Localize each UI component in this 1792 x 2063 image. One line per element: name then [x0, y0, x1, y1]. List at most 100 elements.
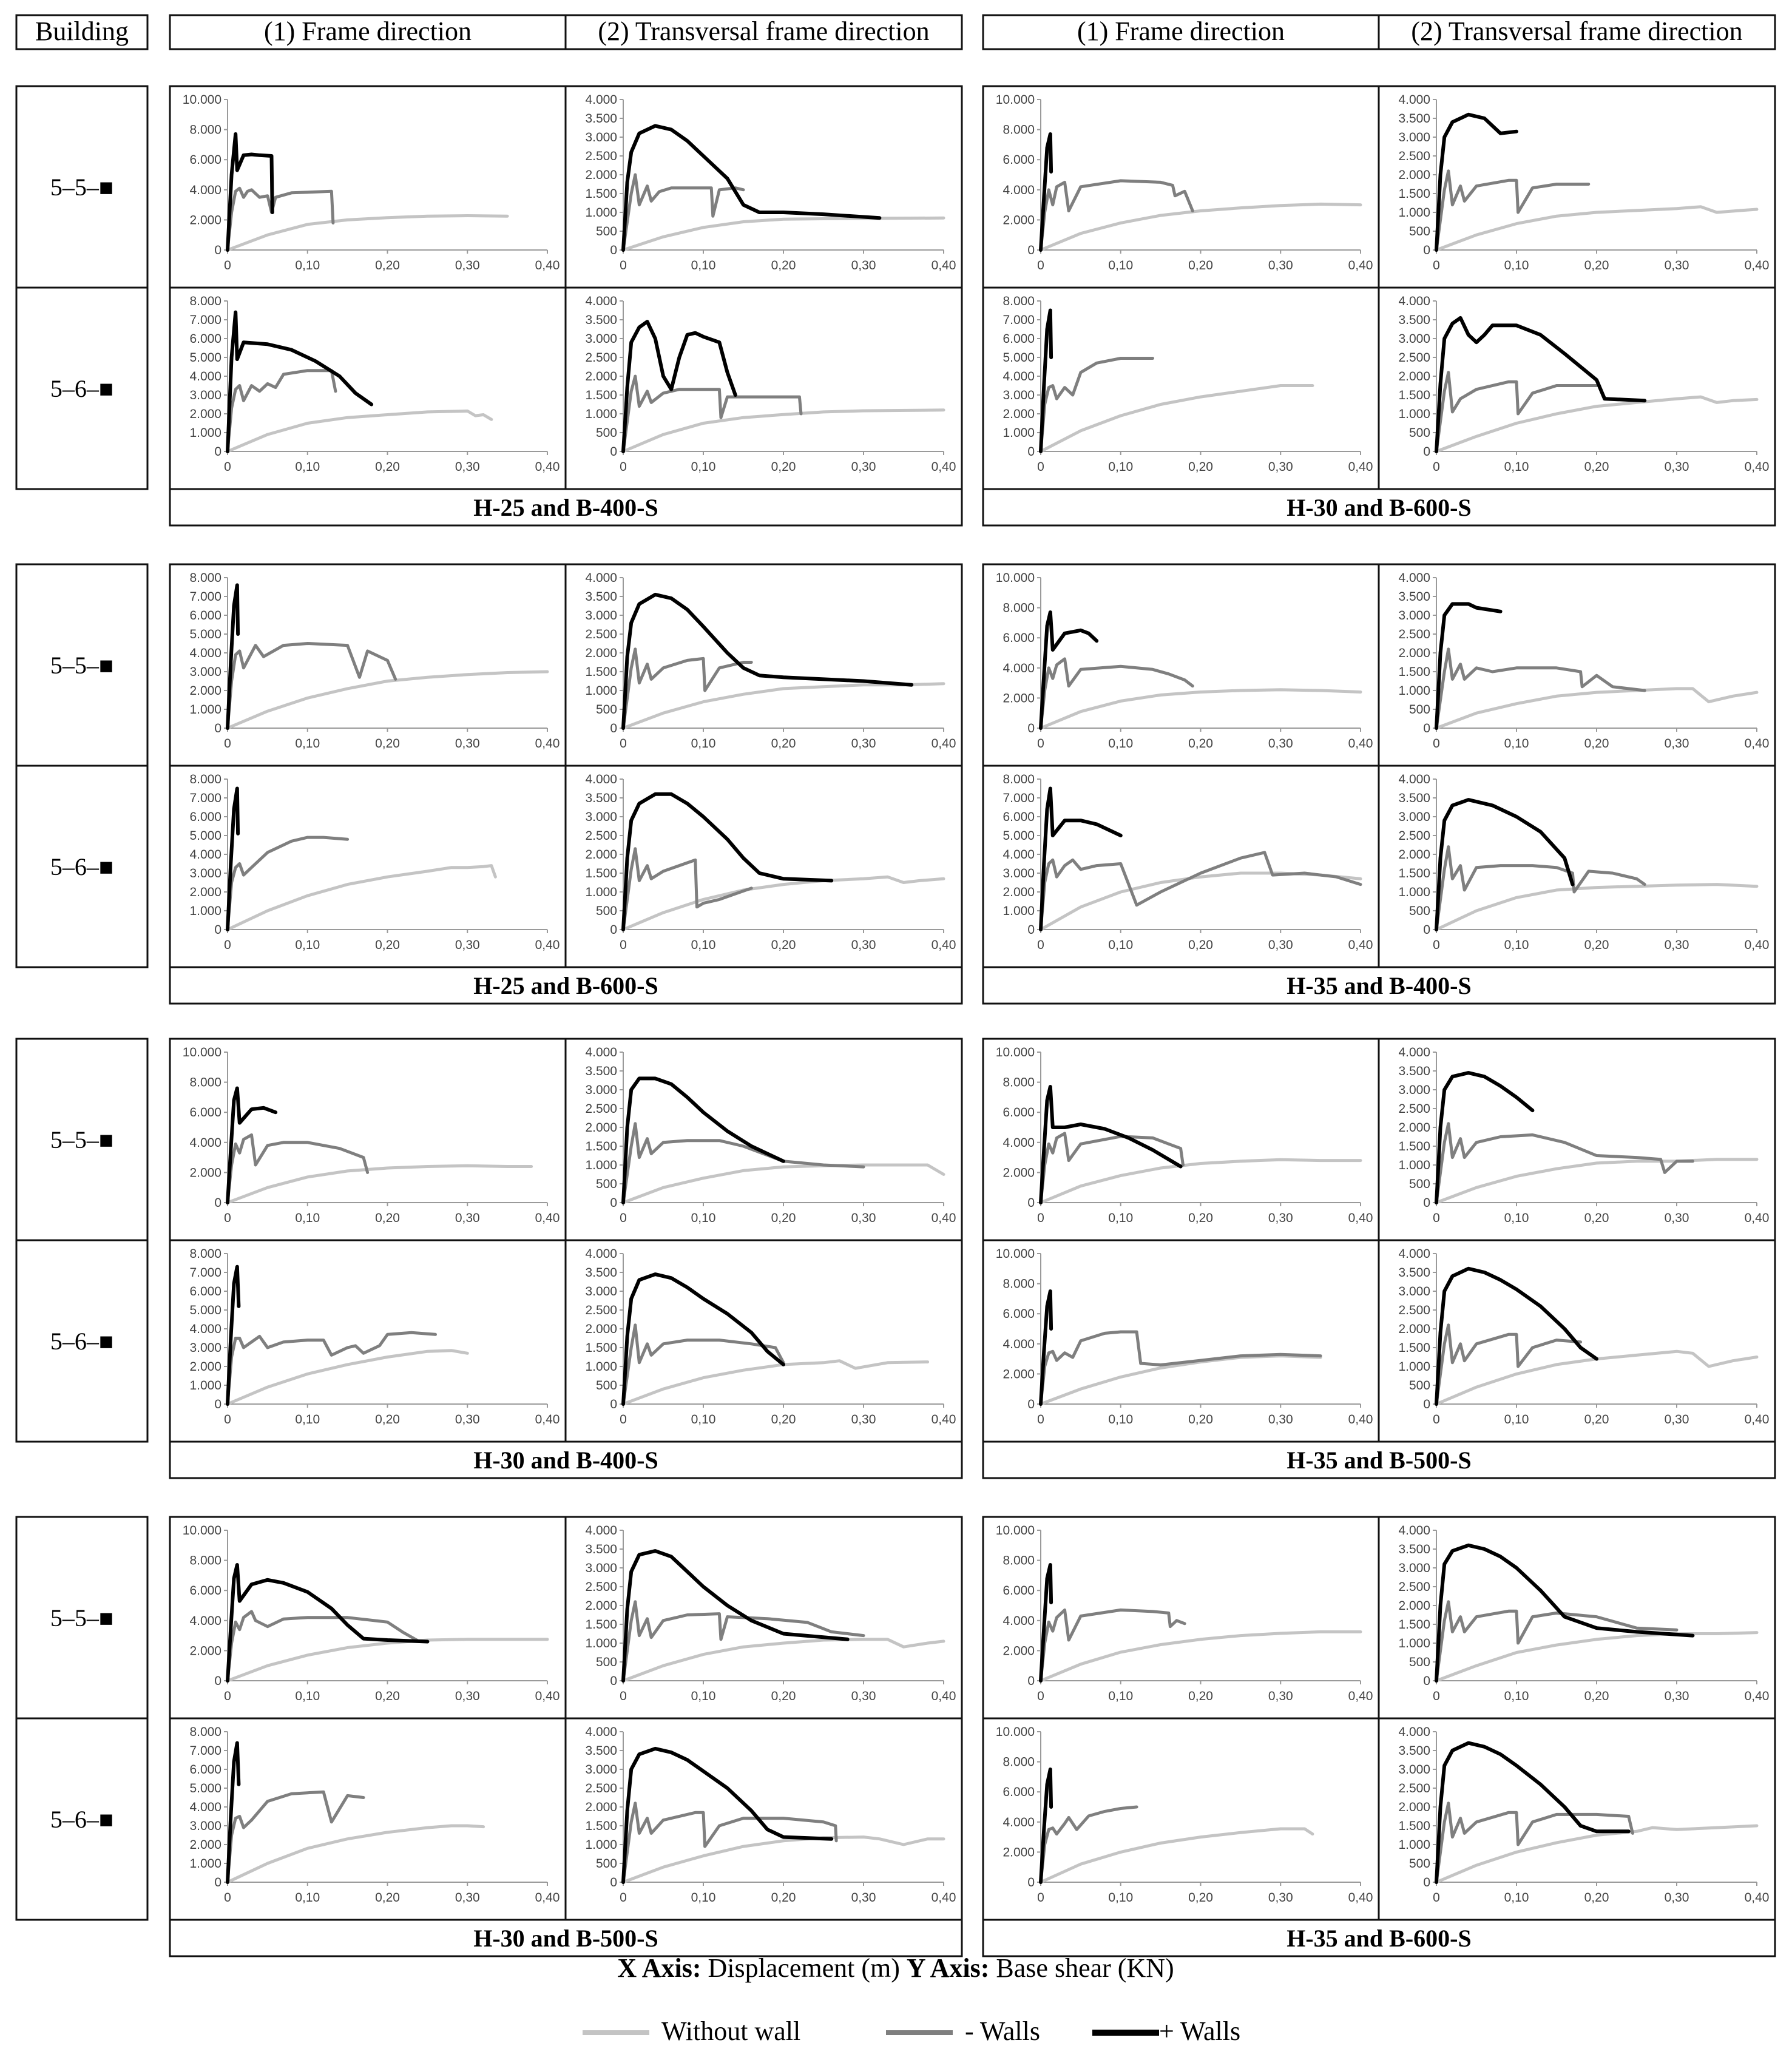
y-tick-label: 0 — [1027, 923, 1035, 937]
series-without-wall — [621, 216, 945, 252]
x-tick-label: 0,20 — [1188, 1689, 1213, 1703]
y-tick-label: 1.000 — [1398, 1838, 1430, 1852]
series-minus-walls — [1435, 169, 1591, 252]
y-tick-label: 8.000 — [1003, 294, 1035, 308]
x-tick-label: 0,30 — [851, 938, 876, 952]
series-plus-walls — [1435, 316, 1647, 453]
series-without-wall — [621, 408, 945, 453]
series-plus-walls — [621, 124, 882, 252]
y-tick-label: 0 — [610, 1674, 617, 1688]
chart-panel: 0 500 1.000 1.500 2.000 2.500 3.000 3.500 4.000 0… — [1398, 571, 1769, 751]
series-without-wall — [1435, 205, 1759, 252]
chart-panel: 0 500 1.000 1.500 2.000 2.500 3.000 3.500 4.000 0… — [1398, 1524, 1769, 1703]
y-tick-label: 4.000 — [1003, 848, 1035, 862]
y-tick-label: 1.500 — [1398, 1618, 1430, 1632]
panel-box — [169, 1516, 567, 1720]
y-tick-label: 1.000 — [1398, 684, 1430, 698]
y-tick-label: 6.000 — [1003, 1785, 1035, 1799]
chart-panel: 0 500 1.000 1.500 2.000 2.500 3.000 3.500 4.000 0… — [585, 571, 956, 751]
x-tick-label: 0,10 — [295, 460, 320, 474]
x-tick-label: 0 — [1433, 1413, 1440, 1427]
y-tick-label: 6.000 — [189, 1584, 221, 1598]
y-tick-label: 2.500 — [585, 351, 617, 365]
y-tick-label: 2.000 — [585, 1599, 617, 1613]
y-tick-label: 2.000 — [189, 1166, 221, 1180]
x-tick-label: 0,30 — [1268, 1211, 1293, 1225]
building-label: 5–5–■ — [50, 652, 113, 679]
x-axis-note-text: Displacement (m) — [701, 1953, 906, 1983]
y-tick-label: 6.000 — [189, 332, 221, 346]
x-tick-label: 0,10 — [691, 1689, 716, 1703]
series-minus-walls — [621, 847, 753, 931]
y-tick-label: 3.000 — [189, 665, 221, 679]
caption-box — [982, 966, 1776, 1005]
y-tick-label: 7.000 — [189, 313, 221, 327]
caption-box — [169, 1919, 963, 1957]
x-tick-label: 0,30 — [455, 1211, 480, 1225]
x-tick-label: 0,10 — [1108, 938, 1133, 952]
y-tick-label: 8.000 — [1003, 1076, 1035, 1090]
x-tick-label: 0,40 — [1348, 258, 1373, 272]
x-tick-label: 0 — [620, 1891, 627, 1905]
x-tick-label: 0,20 — [1584, 938, 1609, 952]
y-tick-label: 1.500 — [1398, 1140, 1430, 1153]
x-tick-label: 0,10 — [1504, 1413, 1529, 1427]
y-tick-label: 8.000 — [189, 1725, 221, 1739]
y-tick-label: 3.500 — [1398, 590, 1430, 604]
y-tick-label: 5.000 — [189, 829, 221, 843]
y-tick-label: 1.500 — [585, 388, 617, 402]
y-tick-label: 2.500 — [585, 149, 617, 163]
series-minus-walls — [1039, 1805, 1138, 1884]
x-tick-label: 0,10 — [1504, 258, 1529, 272]
chart-panel: 0 2.000 4.000 6.000 8.000 10.000 0 0,10 0,20 0,30… — [996, 1247, 1373, 1427]
y-axis-note-text: Base shear (KN) — [989, 1953, 1174, 1983]
caption-box — [169, 1440, 963, 1479]
y-tick-label: 4.000 — [585, 93, 617, 107]
series-without-wall — [226, 1349, 469, 1406]
series-minus-walls — [1435, 371, 1598, 453]
series-minus-walls — [1039, 357, 1154, 453]
series-without-wall — [1039, 688, 1362, 730]
block-caption: H-25 and B-600-S — [473, 972, 658, 999]
frame-direction-header: (1) Frame direction — [264, 16, 472, 46]
x-tick-label: 0,30 — [1665, 1689, 1689, 1703]
panel-box — [564, 85, 963, 289]
y-tick-label: 1.000 — [189, 703, 221, 717]
y-tick-label: 3.500 — [1398, 1542, 1430, 1556]
y-tick-label: 1.000 — [189, 904, 221, 918]
x-tick-label: 0,30 — [1665, 460, 1689, 474]
x-tick-label: 0,20 — [771, 737, 796, 751]
x-tick-label: 0,30 — [1665, 1211, 1689, 1225]
y-tick-label: 0 — [610, 923, 617, 937]
y-tick-label: 0 — [610, 445, 617, 459]
chart-panel: 0 1.000 2.000 3.000 4.000 5.000 6.000 7.000 8.00… — [189, 1247, 560, 1427]
y-tick-label: 0 — [1027, 721, 1035, 735]
chart-panel: 0 1.000 2.000 3.000 4.000 5.000 6.000 7.000 8.00… — [189, 1725, 560, 1905]
series-without-wall — [1039, 1827, 1314, 1884]
y-tick-label: 5.000 — [189, 351, 221, 365]
chart-panel: 0 2.000 4.000 6.000 8.000 10.000 0 0,10 0,20 0,30… — [996, 1725, 1373, 1905]
y-tick-label: 0 — [1423, 1674, 1430, 1688]
y-tick-label: 3.000 — [1398, 130, 1430, 144]
y-tick-label: 2.000 — [189, 885, 221, 899]
building-label: 5–6–■ — [50, 1806, 113, 1833]
x-tick-label: 0,40 — [932, 737, 956, 751]
y-tick-label: 2.000 — [585, 370, 617, 383]
y-tick-label: 3.000 — [1398, 332, 1430, 346]
y-tick-label: 2.500 — [1398, 1303, 1430, 1317]
y-tick-label: 10.000 — [996, 1725, 1035, 1739]
x-tick-label: 0,30 — [851, 1413, 876, 1427]
y-tick-label: 8.000 — [1003, 601, 1035, 615]
y-tick-label: 1.500 — [585, 1140, 617, 1153]
y-tick-label: 3.000 — [189, 1341, 221, 1355]
series-minus-walls — [621, 374, 803, 453]
y-tick-label: 3.000 — [1003, 866, 1035, 880]
series-without-wall — [1039, 384, 1314, 453]
y-tick-label: 3.500 — [1398, 1266, 1430, 1280]
x-tick-label: 0 — [1037, 1413, 1044, 1427]
y-tick-label: 0 — [1423, 243, 1430, 257]
x-tick-label: 0,40 — [535, 938, 560, 952]
series-plus-walls — [1039, 610, 1099, 730]
y-tick-label: 10.000 — [996, 93, 1035, 107]
x-tick-label: 0 — [1433, 1689, 1440, 1703]
